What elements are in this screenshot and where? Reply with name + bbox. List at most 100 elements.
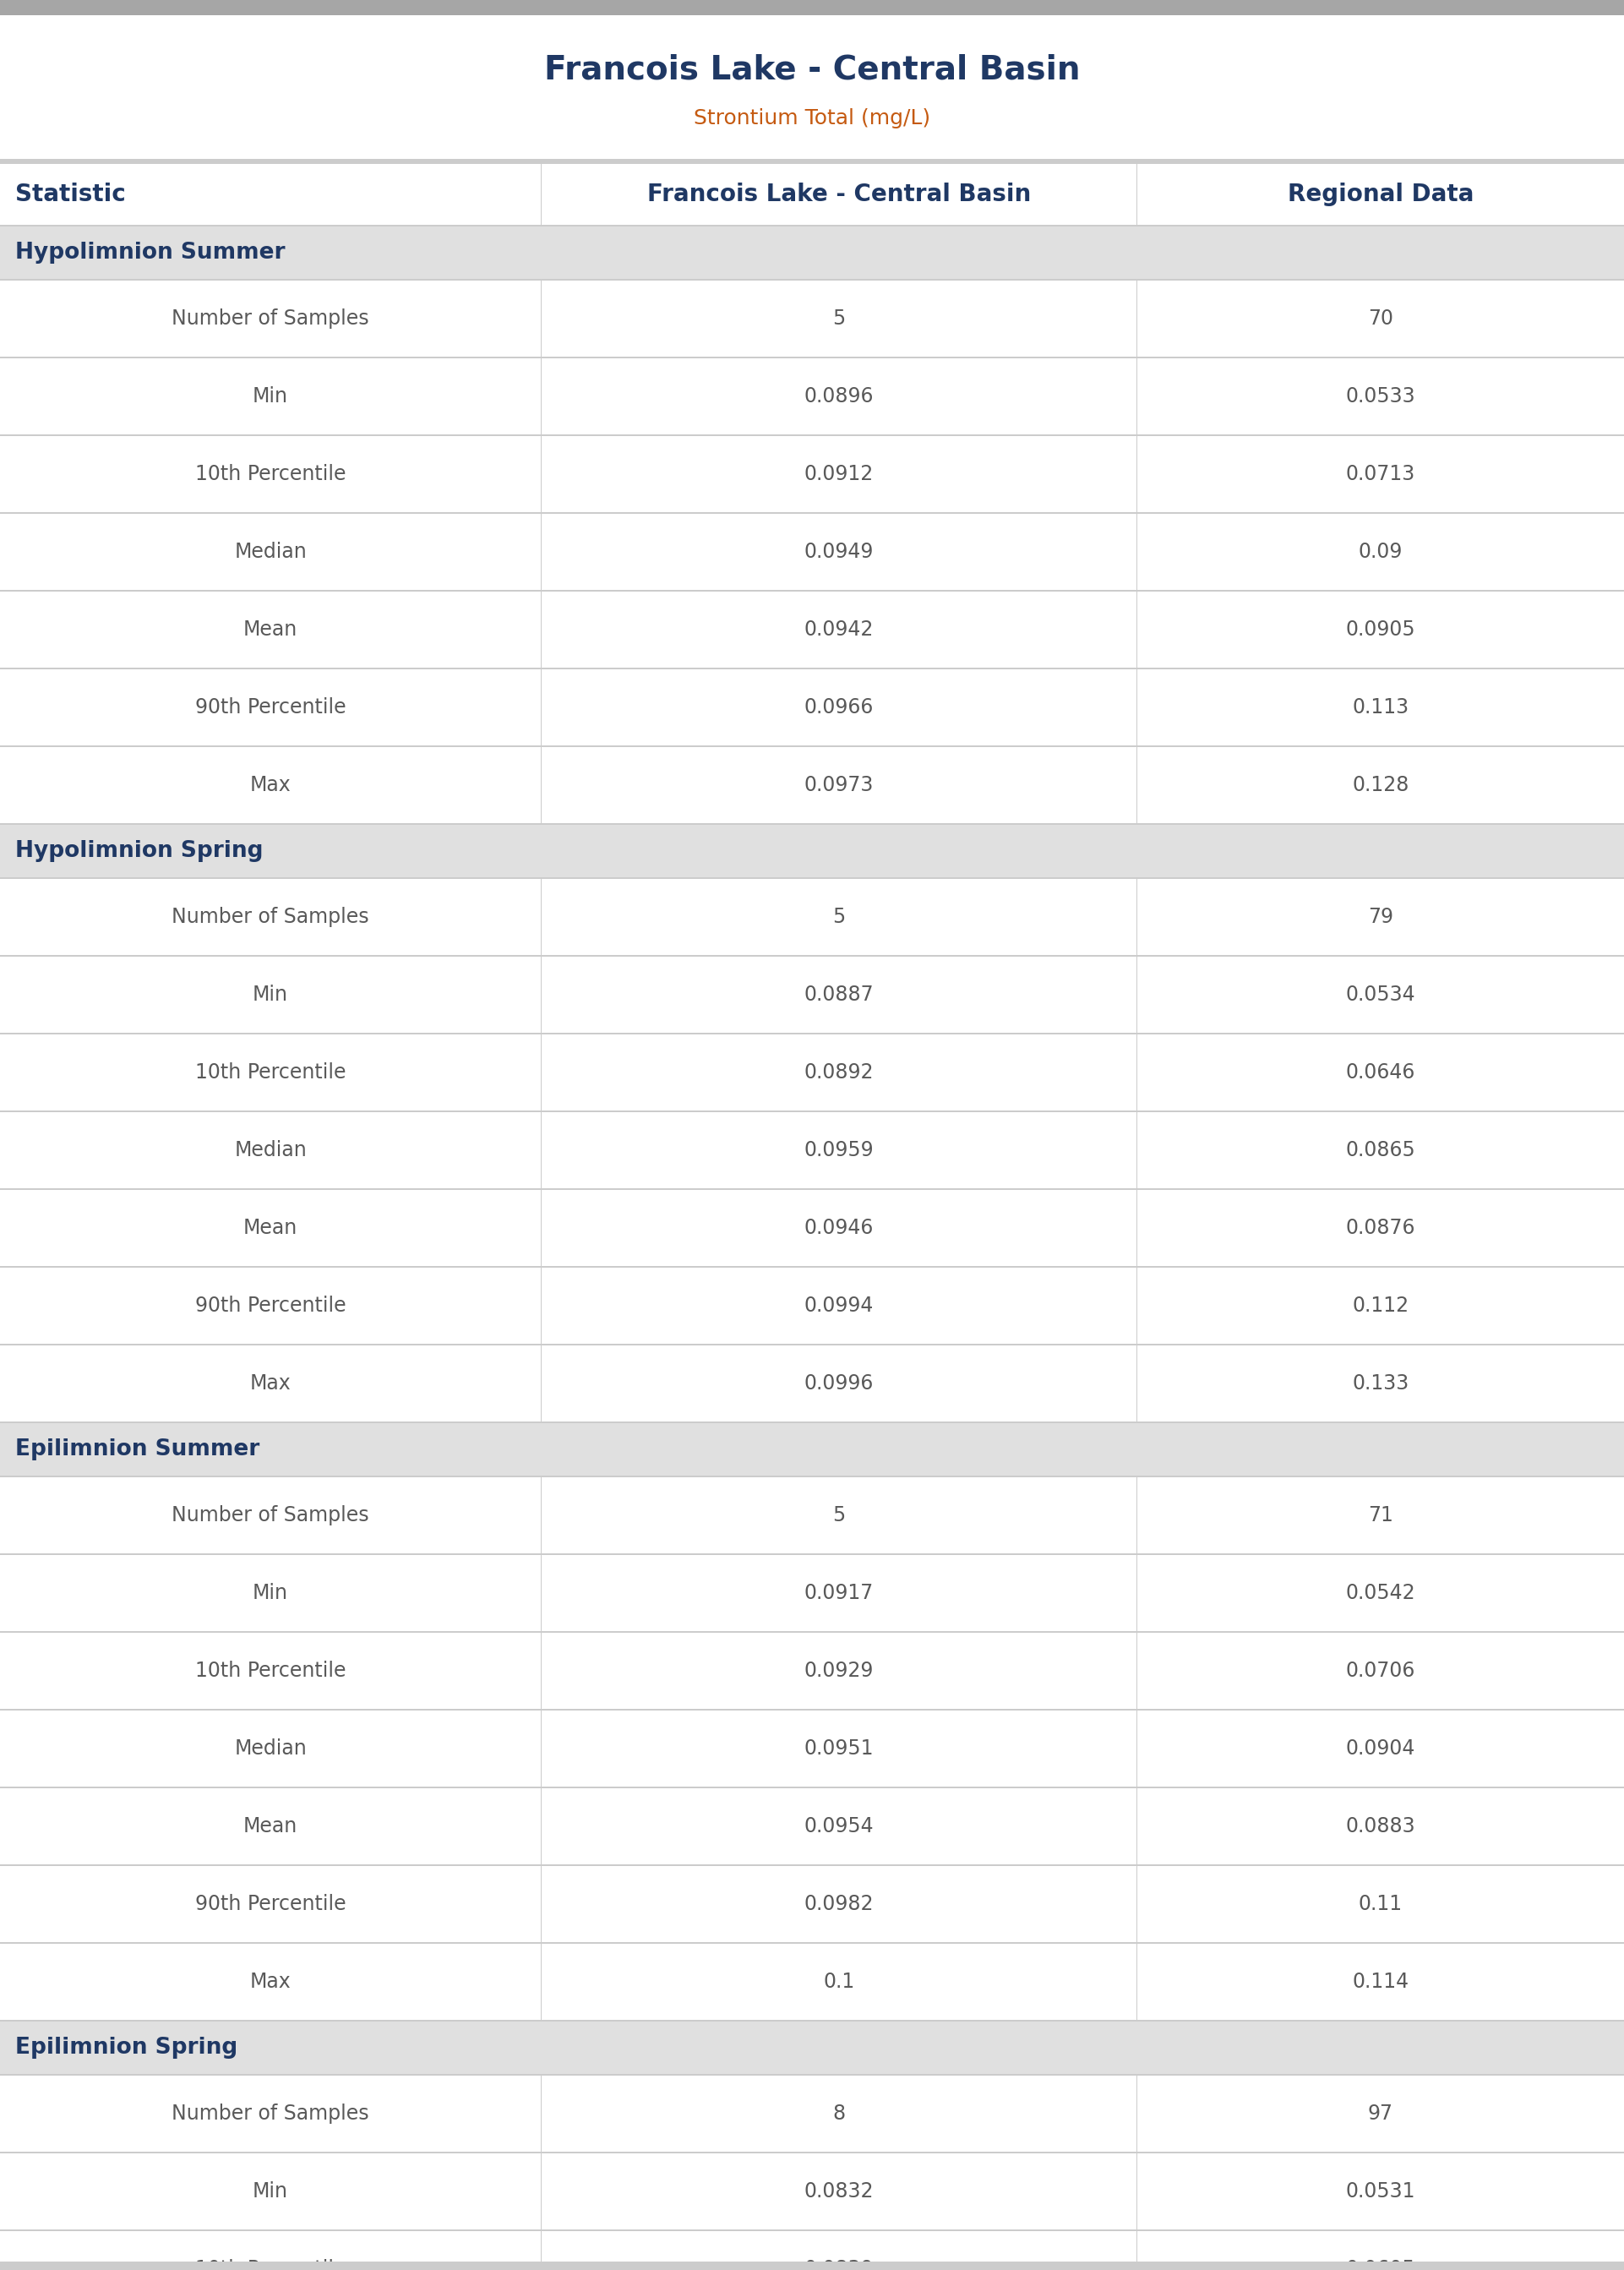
Text: Francois Lake - Central Basin: Francois Lake - Central Basin xyxy=(544,54,1080,86)
Text: 0.0865: 0.0865 xyxy=(1345,1140,1416,1160)
Bar xyxy=(0,670,1624,745)
Text: Mean: Mean xyxy=(244,1217,297,1237)
Text: 0.0994: 0.0994 xyxy=(804,1296,874,1317)
Text: 79: 79 xyxy=(1367,906,1393,926)
Text: Max: Max xyxy=(250,774,291,794)
Bar xyxy=(0,2231,1624,2270)
Bar xyxy=(0,2075,1624,2152)
Text: 0.0876: 0.0876 xyxy=(1346,1217,1415,1237)
Text: 0.0942: 0.0942 xyxy=(804,620,874,640)
Text: 10th Percentile: 10th Percentile xyxy=(195,1062,346,1083)
Bar xyxy=(0,956,1624,1033)
Text: 97: 97 xyxy=(1367,2104,1393,2125)
Text: Median: Median xyxy=(234,1140,307,1160)
Text: Max: Max xyxy=(250,1373,291,1394)
Text: 0.0896: 0.0896 xyxy=(804,386,874,406)
Text: 8: 8 xyxy=(833,2104,844,2125)
Bar xyxy=(0,0,1624,16)
Text: Max: Max xyxy=(250,1973,291,1993)
Bar xyxy=(0,2261,1624,2270)
Text: Mean: Mean xyxy=(244,1816,297,1836)
Text: 10th Percentile: 10th Percentile xyxy=(195,463,346,484)
Bar xyxy=(0,1112,1624,1187)
Text: 0.0534: 0.0534 xyxy=(1346,985,1415,1006)
Text: Min: Min xyxy=(253,985,287,1006)
Text: Francois Lake - Central Basin: Francois Lake - Central Basin xyxy=(646,182,1031,207)
Bar xyxy=(0,1632,1624,1709)
Text: Number of Samples: Number of Samples xyxy=(172,1505,369,1525)
Text: 0.09: 0.09 xyxy=(1358,543,1403,563)
Text: 0.0531: 0.0531 xyxy=(1346,2181,1415,2202)
Text: Hypolimnion Spring: Hypolimnion Spring xyxy=(15,840,263,863)
Bar xyxy=(0,824,1624,876)
Text: Regional Data: Regional Data xyxy=(1288,182,1473,207)
Text: 0.0946: 0.0946 xyxy=(804,1217,874,1237)
Text: 0.0951: 0.0951 xyxy=(804,1739,874,1759)
Text: Min: Min xyxy=(253,386,287,406)
Text: 0.0929: 0.0929 xyxy=(804,1662,874,1682)
Bar xyxy=(0,1035,1624,1110)
Text: 0.0973: 0.0973 xyxy=(804,774,874,794)
Text: 5: 5 xyxy=(833,309,844,329)
Text: 0.0917: 0.0917 xyxy=(804,1582,874,1603)
Text: Min: Min xyxy=(253,2181,287,2202)
Text: 0.112: 0.112 xyxy=(1353,1296,1408,1317)
Text: 0.0832: 0.0832 xyxy=(804,2181,874,2202)
Bar xyxy=(0,1478,1624,1553)
Bar xyxy=(0,1267,1624,1344)
Bar xyxy=(0,359,1624,434)
Text: Median: Median xyxy=(234,1739,307,1759)
Bar xyxy=(0,159,1624,163)
Bar xyxy=(0,2023,1624,2075)
Text: 0.0646: 0.0646 xyxy=(1346,1062,1415,1083)
Text: Strontium Total (mg/L): Strontium Total (mg/L) xyxy=(693,109,931,129)
Text: 90th Percentile: 90th Percentile xyxy=(195,697,346,717)
Text: 0.0892: 0.0892 xyxy=(804,1062,874,1083)
Text: 0.0713: 0.0713 xyxy=(1346,463,1415,484)
Text: Epilimnion Spring: Epilimnion Spring xyxy=(15,2036,237,2059)
Bar xyxy=(0,1423,1624,1476)
Bar xyxy=(0,1346,1624,1421)
Text: 71: 71 xyxy=(1367,1505,1393,1525)
Text: 90th Percentile: 90th Percentile xyxy=(195,1893,346,1914)
Text: 0.0887: 0.0887 xyxy=(804,985,874,1006)
Bar xyxy=(0,1712,1624,1786)
Bar xyxy=(0,2154,1624,2229)
Text: Min: Min xyxy=(253,1582,287,1603)
Text: 0.0996: 0.0996 xyxy=(804,1373,874,1394)
Text: Number of Samples: Number of Samples xyxy=(172,906,369,926)
Bar xyxy=(0,1789,1624,1864)
Text: 0.0839: 0.0839 xyxy=(804,2259,874,2270)
Text: 0.0959: 0.0959 xyxy=(804,1140,874,1160)
Bar xyxy=(0,281,1624,356)
Bar xyxy=(0,878,1624,956)
Text: 10th Percentile: 10th Percentile xyxy=(195,2259,346,2270)
Bar xyxy=(0,227,1624,279)
Text: 0.0966: 0.0966 xyxy=(804,697,874,717)
Bar xyxy=(0,1866,1624,1943)
Text: 90th Percentile: 90th Percentile xyxy=(195,1296,346,1317)
Text: 0.0912: 0.0912 xyxy=(804,463,874,484)
Bar xyxy=(0,1555,1624,1632)
Text: 0.1: 0.1 xyxy=(823,1973,854,1993)
Text: Statistic: Statistic xyxy=(15,182,125,207)
Text: 10th Percentile: 10th Percentile xyxy=(195,1662,346,1682)
Bar xyxy=(0,592,1624,667)
Text: 0.0883: 0.0883 xyxy=(1346,1816,1415,1836)
Text: 0.0706: 0.0706 xyxy=(1346,1662,1415,1682)
Text: 0.128: 0.128 xyxy=(1351,774,1410,794)
Text: 0.0954: 0.0954 xyxy=(804,1816,874,1836)
Text: 0.133: 0.133 xyxy=(1353,1373,1408,1394)
Bar xyxy=(0,436,1624,513)
Text: 5: 5 xyxy=(833,1505,844,1525)
Bar xyxy=(0,747,1624,824)
Text: 0.0533: 0.0533 xyxy=(1346,386,1415,406)
Bar xyxy=(0,1943,1624,2020)
Text: 0.11: 0.11 xyxy=(1358,1893,1403,1914)
Text: 0.0982: 0.0982 xyxy=(804,1893,874,1914)
Text: 0.0542: 0.0542 xyxy=(1346,1582,1415,1603)
Text: 0.0905: 0.0905 xyxy=(1346,620,1415,640)
Text: 0.114: 0.114 xyxy=(1353,1973,1408,1993)
Text: Epilimnion Summer: Epilimnion Summer xyxy=(15,1439,260,1460)
Text: 70: 70 xyxy=(1367,309,1393,329)
